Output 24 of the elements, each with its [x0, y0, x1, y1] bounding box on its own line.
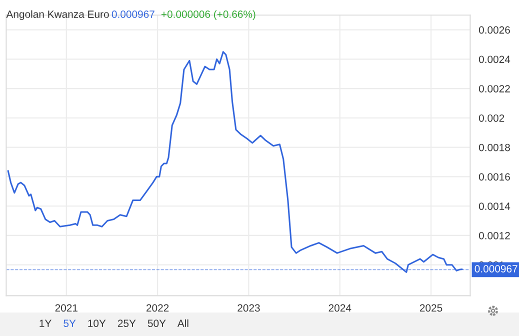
text: 10Y: [88, 320, 106, 328]
text: 5Y: [64, 320, 76, 328]
text: 1Y: [40, 320, 52, 327]
y-tick-label: 0.002: [478, 114, 504, 122]
y-tick-label: 0.0022: [478, 85, 510, 92]
y-tick-label: 0.0026: [478, 26, 510, 34]
chart-title: Angolan Kwanza Euro: [6, 10, 109, 20]
x-tick-label: 2024: [328, 304, 352, 312]
y-tick-label: 0.0016: [478, 173, 510, 181]
ref-line-label: 0.000967: [474, 265, 518, 272]
text: 50Y: [148, 320, 166, 328]
annotation: +0.000006 (+0.66%): [161, 10, 256, 20]
annotation: 0.000967: [112, 10, 154, 18]
x-tick-label: 2022: [146, 304, 169, 312]
x-tick-label: 2023: [238, 304, 260, 312]
y-tick-label: 0.0014: [478, 202, 510, 210]
line-series: [7, 51, 463, 273]
x-tick-label: 2021: [55, 304, 78, 312]
y-tick-label: 0.0018: [478, 144, 510, 152]
x-tick-label: 2025: [420, 304, 442, 312]
text: All: [177, 319, 188, 327]
y-tick-label: 0.0012: [478, 232, 510, 240]
y-tick-label: 0.0024: [478, 56, 510, 64]
text: 25Y: [118, 320, 136, 328]
